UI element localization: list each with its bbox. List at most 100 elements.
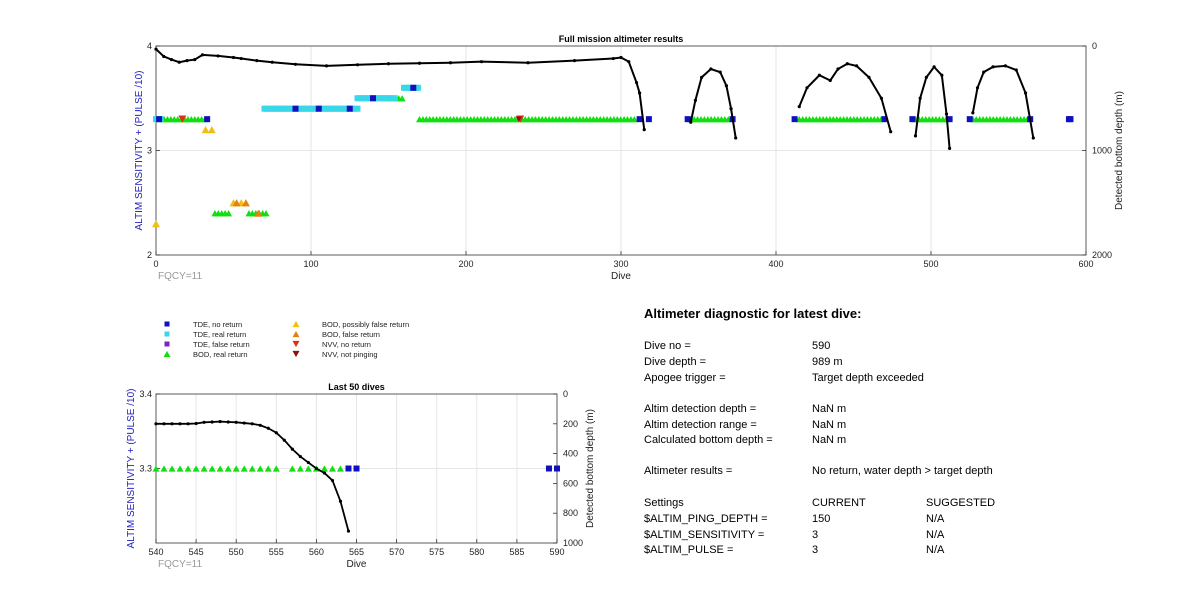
bod-real-return-marker: [176, 465, 184, 472]
bod-false-return-marker: [232, 199, 241, 207]
tde-no-return-marker: [946, 116, 953, 123]
depth-point: [270, 60, 274, 64]
diagnostic-title: Altimeter diagnostic for latest dive:: [644, 306, 862, 321]
last50-chart-xtick-label: 580: [469, 547, 484, 557]
last50-chart-xtick-label: 560: [309, 547, 324, 557]
depth-point: [718, 70, 722, 74]
depth-point: [944, 112, 949, 116]
last50-chart-xtick-label: 575: [429, 547, 444, 557]
depth-point: [975, 86, 980, 90]
bod-real-return-marker: [152, 465, 160, 472]
depth-point: [266, 426, 270, 430]
depth-point: [805, 86, 809, 90]
depth-point: [1014, 68, 1018, 72]
depth-point: [258, 423, 262, 427]
main-chart-ytick-right-label: 1000: [1092, 146, 1112, 156]
depth-point: [709, 67, 713, 71]
depth-point: [817, 73, 822, 77]
tde-no-return-marker: [353, 465, 360, 472]
settings-row-pulse: $ALTIM_PULSE = 3 N/A: [644, 544, 1064, 558]
bod-real-return-marker: [336, 465, 344, 472]
settings-key: $ALTIM_PULSE =: [644, 544, 734, 556]
main-chart-ytick-right-label: 0: [1092, 41, 1097, 51]
tde-no-return-marker: [791, 116, 798, 123]
tde-no-return-marker: [881, 116, 888, 123]
depth-point: [417, 61, 422, 65]
last50-chart-xtick-label: 545: [189, 547, 204, 557]
main-chart-annotation: FQCY=11: [158, 271, 202, 282]
settings-row-ping-depth: $ALTIM_PING_DEPTH = 150 N/A: [644, 513, 1064, 527]
last50-chart-annotation: FQCY=11: [158, 559, 202, 570]
main-chart-ylabel-right: Detected bottom depth (m): [1114, 91, 1125, 210]
depth-point: [162, 422, 166, 426]
depth-point: [693, 98, 698, 102]
last50-chart-xtick-label: 570: [389, 547, 404, 557]
tde-real-return-marker: [414, 84, 421, 91]
depth-point: [193, 57, 197, 62]
depth-point: [689, 120, 693, 124]
depth-point: [845, 62, 849, 66]
depth-point: [828, 78, 832, 83]
depth-point: [889, 130, 893, 134]
main-chart-ytick-label: 3: [147, 146, 152, 156]
depth-point: [178, 422, 182, 426]
bod-real-return-marker: [320, 465, 328, 472]
depth-point: [185, 59, 189, 63]
depth-point: [619, 55, 623, 60]
depth-point: [242, 421, 246, 425]
depth-point: [797, 105, 801, 109]
main-chart-xtick-label: 500: [923, 259, 938, 269]
main-chart-title: Full mission altimeter results: [559, 34, 684, 44]
bod-real-return-marker: [296, 465, 304, 472]
bod-real-return-marker: [232, 465, 240, 472]
depth-point: [218, 419, 222, 424]
depth-point: [177, 60, 181, 64]
main-chart-ytick-right-label: 2000: [1092, 250, 1112, 260]
depth-point: [314, 466, 318, 471]
diagnostic-value: NaN m: [812, 403, 847, 415]
depth-point: [734, 136, 738, 140]
depth-point: [627, 60, 631, 64]
depth-point: [932, 65, 936, 69]
last50-chart-xtick-label: 585: [509, 547, 524, 557]
tde-no-return-marker: [346, 105, 353, 112]
settings-current: 150: [812, 513, 831, 525]
tde-no-return-marker: [909, 116, 916, 123]
depth-line: [689, 67, 737, 139]
tde-no-return-marker: [636, 116, 643, 123]
last50-chart-xtick-label: 550: [229, 547, 244, 557]
tde-no-return-marker: [156, 116, 163, 123]
last50-chart-xtick-label: 590: [549, 547, 564, 557]
depth-point: [202, 420, 206, 424]
last50-chart-ytick-label: 3.3: [139, 464, 152, 474]
last50-chart-ylabel-right: Detected bottom depth (m): [585, 409, 596, 528]
depth-point: [306, 460, 310, 465]
main-chart-xtick-label: 400: [768, 259, 783, 269]
depth-point: [638, 91, 642, 95]
depth-line: [798, 62, 892, 132]
depth-point: [867, 75, 871, 79]
diagnostic-row-dive-depth: Dive depth = 989 m: [644, 356, 1064, 370]
depth-point: [982, 70, 986, 74]
diagnostic-value: NaN m: [812, 434, 847, 446]
tde-no-return-marker: [410, 84, 417, 91]
depth-point: [346, 529, 351, 533]
diagnostic-value: No return, water depth > target depth: [812, 465, 993, 477]
depth-point: [293, 62, 298, 66]
main-chart-xtick-label: 200: [458, 259, 473, 269]
depth-point: [724, 84, 729, 88]
tde-no-return-marker: [554, 465, 560, 472]
depth-point: [239, 56, 243, 61]
tde-real-return-marker: [354, 105, 361, 112]
depth-point: [991, 65, 995, 69]
bod-real-return-marker: [192, 465, 200, 472]
depth-point: [355, 63, 360, 67]
depth-point: [231, 55, 236, 60]
diagnostic-key: Dive no =: [644, 340, 691, 352]
last50-chart-ytick-right-label: 400: [563, 449, 578, 459]
bod-real-return-marker: [248, 465, 256, 472]
depth-point: [642, 128, 646, 132]
settings-current: 3: [812, 544, 819, 556]
last50-chart-ytick-right-label: 200: [563, 419, 578, 429]
diagnostic-key: Calculated bottom depth =: [644, 434, 773, 446]
